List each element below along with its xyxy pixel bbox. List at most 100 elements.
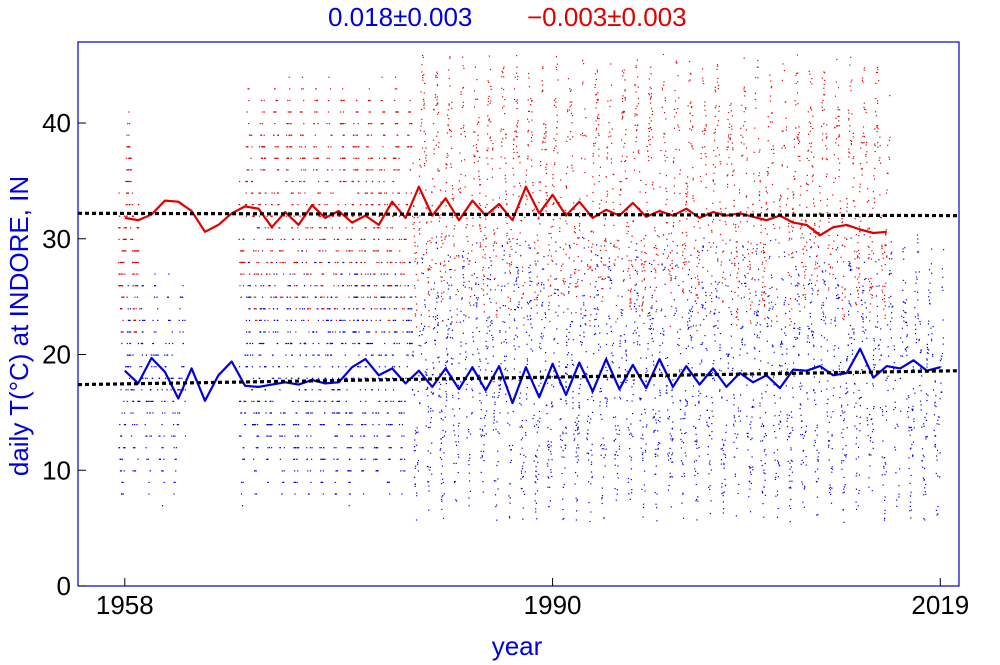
daily-point: [826, 339, 828, 341]
daily-point: [285, 215, 287, 217]
daily-point: [413, 476, 416, 478]
daily-point: [128, 354, 130, 356]
daily-point: [817, 514, 819, 516]
daily-point: [570, 274, 572, 276]
daily-point: [823, 280, 826, 283]
daily-point: [473, 154, 475, 156]
daily-point: [294, 261, 296, 264]
daily-point: [878, 259, 880, 261]
daily-point: [409, 123, 411, 125]
daily-point: [715, 295, 717, 297]
daily-point: [306, 377, 308, 379]
daily-point: [546, 463, 548, 465]
daily-point: [505, 331, 507, 333]
daily-point: [802, 437, 804, 439]
daily-point: [611, 344, 614, 346]
daily-point: [705, 173, 707, 175]
daily-point: [376, 458, 378, 460]
daily-point: [684, 417, 686, 419]
daily-point: [293, 285, 296, 287]
daily-point: [799, 382, 802, 384]
daily-point: [249, 354, 252, 356]
daily-point: [867, 434, 869, 437]
daily-point: [759, 417, 761, 419]
daily-point: [339, 180, 341, 183]
daily-point: [272, 308, 275, 310]
daily-point: [532, 418, 534, 420]
daily-point: [270, 215, 272, 217]
daily-point: [471, 413, 473, 415]
daily-point: [756, 322, 758, 324]
daily-point: [885, 405, 887, 407]
daily-point: [702, 304, 704, 306]
daily-point: [357, 319, 359, 321]
daily-point: [286, 157, 288, 159]
daily-point: [322, 493, 324, 495]
daily-point: [816, 514, 818, 516]
daily-point: [716, 246, 718, 248]
daily-point: [404, 238, 406, 240]
daily-point: [838, 365, 840, 367]
daily-point: [344, 169, 346, 171]
daily-point: [396, 285, 399, 287]
daily-point: [529, 301, 531, 303]
daily-point: [792, 396, 794, 398]
daily-point: [256, 319, 258, 321]
daily-point: [508, 495, 510, 497]
daily-point: [528, 335, 530, 337]
daily-point: [353, 308, 355, 310]
daily-point: [894, 446, 896, 448]
daily-point: [562, 433, 564, 435]
daily-point: [674, 312, 676, 314]
daily-point: [556, 328, 558, 330]
daily-point: [669, 447, 671, 449]
daily-point: [716, 296, 718, 298]
daily-point: [175, 458, 177, 460]
daily-point: [257, 261, 260, 264]
daily-point: [580, 313, 582, 315]
daily-point: [342, 123, 344, 125]
daily-point: [809, 279, 811, 281]
daily-point: [342, 261, 344, 264]
daily-point: [295, 308, 297, 310]
daily-point: [376, 261, 378, 264]
daily-point: [452, 394, 454, 396]
daily-point: [342, 111, 345, 113]
daily-point: [595, 318, 597, 320]
daily-point: [717, 327, 719, 329]
daily-point: [625, 325, 627, 327]
daily-point: [632, 332, 634, 334]
daily-point: [128, 204, 130, 206]
daily-point: [439, 373, 441, 375]
daily-point: [873, 406, 875, 408]
daily-point: [149, 412, 151, 414]
daily-point: [741, 341, 743, 343]
daily-point: [463, 281, 465, 283]
daily-point: [781, 365, 783, 367]
daily-point: [574, 421, 576, 423]
daily-point: [157, 354, 159, 356]
daily-point: [901, 355, 904, 357]
daily-point: [367, 123, 370, 125]
daily-point: [642, 516, 644, 518]
daily-point: [129, 354, 131, 356]
daily-point: [636, 243, 638, 245]
daily-point: [904, 247, 906, 249]
daily-point: [915, 333, 917, 335]
min-trend-annotation: 0.018±0.003: [328, 2, 473, 32]
daily-point: [583, 331, 585, 333]
daily-point: [799, 407, 801, 410]
daily-point: [364, 238, 366, 240]
daily-point: [331, 342, 333, 345]
daily-point: [483, 417, 485, 419]
daily-point: [575, 497, 577, 499]
daily-point: [515, 266, 517, 268]
daily-point: [862, 285, 864, 287]
daily-point: [510, 459, 512, 461]
daily-point: [321, 424, 323, 426]
daily-point: [742, 245, 744, 247]
daily-point: [368, 331, 370, 333]
daily-point: [711, 438, 713, 440]
daily-point: [378, 192, 380, 194]
daily-point: [609, 278, 611, 280]
